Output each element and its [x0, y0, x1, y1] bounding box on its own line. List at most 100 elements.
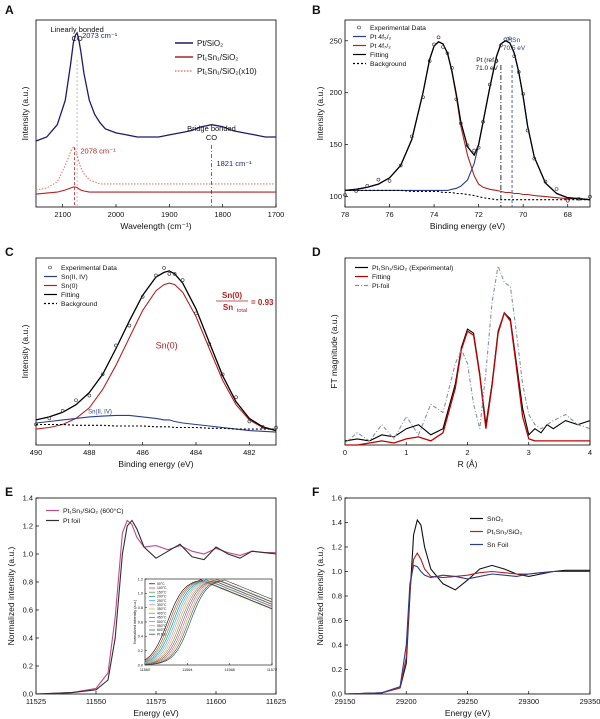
- series-line-2: [35, 270, 277, 432]
- ratio-denominator-sub: total: [237, 308, 247, 314]
- annotation-linear-co: CO: [71, 34, 82, 43]
- experimental-point: [432, 42, 436, 47]
- x-tick-label: 1700: [268, 210, 285, 219]
- experimental-point: [398, 163, 403, 168]
- y-axis-label: Intensity (a.u.): [20, 324, 30, 378]
- inset-legend-item: 250°C: [157, 599, 167, 603]
- experimental-point: [503, 37, 508, 42]
- y-tick-label: 1.6: [332, 494, 342, 503]
- inset-y-tick-label: 1.0: [138, 592, 143, 596]
- annotation-bridge-title: Bridge bonded: [187, 124, 236, 133]
- legend-item: Sn(0): [61, 283, 78, 290]
- x-axis-label: Wavelength (cm⁻¹): [120, 221, 191, 231]
- legend-marker: [48, 265, 52, 270]
- experimental-point: [459, 121, 463, 126]
- experimental-point: [114, 343, 118, 348]
- experimental-point: [445, 51, 450, 56]
- y-tick-label: 1.4: [23, 494, 33, 503]
- experimental-point: [454, 97, 459, 102]
- x-tick-label: 2100: [54, 210, 71, 219]
- inset-legend-item: 100°C: [157, 586, 167, 590]
- experimental-point: [508, 36, 512, 41]
- annotation-peak-red: 2078 cm⁻¹: [80, 146, 116, 155]
- legend-item: Fitting: [370, 52, 389, 59]
- annotation-peak-bridge: 1821 cm⁻¹: [216, 159, 252, 168]
- x-tick-label: 29250: [457, 697, 478, 706]
- panel-label: C: [5, 245, 14, 259]
- annotation-sniv: Sn(II, IV): [88, 409, 112, 415]
- series-line-2: [344, 264, 591, 444]
- inset-series-line: [144, 579, 273, 665]
- experimental-point: [234, 395, 238, 399]
- y-tick-label: 250: [329, 36, 342, 45]
- experimental-point: [87, 393, 92, 398]
- y-tick-label: 1.0: [23, 550, 33, 559]
- series-line-1: [35, 519, 277, 695]
- experimental-point: [588, 194, 592, 199]
- annotation-bridge-co: CO: [206, 133, 217, 142]
- x-tick-label: 482: [243, 448, 256, 457]
- legend-item: Background: [370, 61, 406, 68]
- experimental-point: [167, 272, 172, 276]
- legend-item: Fitting: [372, 274, 391, 281]
- x-axis-label: Binding energy (eV): [118, 459, 193, 469]
- plot-frame: [344, 497, 591, 695]
- annotation-ref-value: 71.0 eV: [475, 65, 498, 72]
- y-tick-label: 1.2: [23, 522, 33, 531]
- panel-label: E: [5, 485, 13, 499]
- annotation-linear-title: Linearly bonded: [50, 25, 103, 34]
- inset-legend-item: 300°C: [157, 603, 167, 607]
- y-tick-label: 0.0: [23, 690, 33, 699]
- x-tick-label: 11525: [26, 697, 46, 706]
- x-tick-label: 484: [190, 448, 203, 457]
- inset-y-label: Normalized intensity (a.u.): [133, 599, 137, 644]
- legend-item: Background: [61, 301, 97, 308]
- experimental-point: [274, 425, 278, 430]
- legend-item: Sn Foil: [487, 542, 509, 549]
- experimental-point: [441, 45, 445, 49]
- x-tick-label: 1800: [214, 210, 231, 219]
- experimental-point: [34, 422, 38, 427]
- legend-item: Pt 4f₅/₂: [370, 34, 392, 41]
- legend-item: Experimental Data: [61, 265, 117, 272]
- inset-y-tick-label: 0.2: [138, 649, 143, 653]
- y-axis-label: Normalized intensity (a.u.): [315, 546, 325, 645]
- experimental-point: [427, 59, 432, 63]
- x-tick-label: 490: [30, 448, 43, 457]
- x-tick-label: 29150: [335, 697, 356, 706]
- y-tick-label: 0.8: [332, 592, 342, 601]
- y-tick-label: 150: [329, 140, 342, 149]
- inset-legend-item: 50°C: [157, 582, 165, 586]
- x-tick-label: 29200: [396, 697, 417, 706]
- inset-legend-item: 600°C: [157, 628, 167, 632]
- x-tick-label: 29350: [580, 697, 600, 706]
- x-axis-label: Binding energy (eV): [430, 221, 505, 231]
- y-tick-label: 0.6: [23, 606, 33, 615]
- panel-a: A 2100 2000 1900 1800 1700 Wavelength (cm⁻¹) In…: [5, 3, 284, 231]
- y-axis-label: Intensity (a.u.): [315, 86, 325, 140]
- legend-item: Pt₁Sn₁/SiO₂ (Experimental): [372, 265, 453, 272]
- panel-d: D 0 1 2 3 4 R (Å) FT magnitude (a.u.) Pt₁Sn₁/SiO…: [312, 245, 592, 469]
- experimental-point: [577, 196, 581, 201]
- series-line-0: [35, 519, 276, 695]
- experimental-point: [343, 193, 347, 197]
- series-line-1: [35, 414, 277, 433]
- inset-legend-item: 500°C: [157, 620, 167, 624]
- series-line-1: [344, 552, 590, 695]
- ratio-numerator: Sn(0): [222, 291, 242, 300]
- inset-x-tick-label: 11572: [267, 668, 277, 672]
- x-axis-label: Energy (eV): [445, 708, 491, 718]
- experimental-point: [512, 54, 517, 59]
- experimental-point: [154, 273, 158, 278]
- experimental-point: [494, 59, 499, 63]
- inset-x-tick-label: 11564: [182, 668, 192, 672]
- inset-x-tick-label: 11560: [140, 668, 150, 672]
- experimental-point: [194, 311, 198, 316]
- inset-series-line: [144, 580, 273, 665]
- experimental-point: [554, 187, 559, 191]
- legend-item: Pt/SiO₂: [197, 39, 223, 48]
- y-tick-label: 0.2: [332, 665, 342, 674]
- experimental-point: [499, 43, 503, 48]
- series-line-2: [344, 564, 590, 695]
